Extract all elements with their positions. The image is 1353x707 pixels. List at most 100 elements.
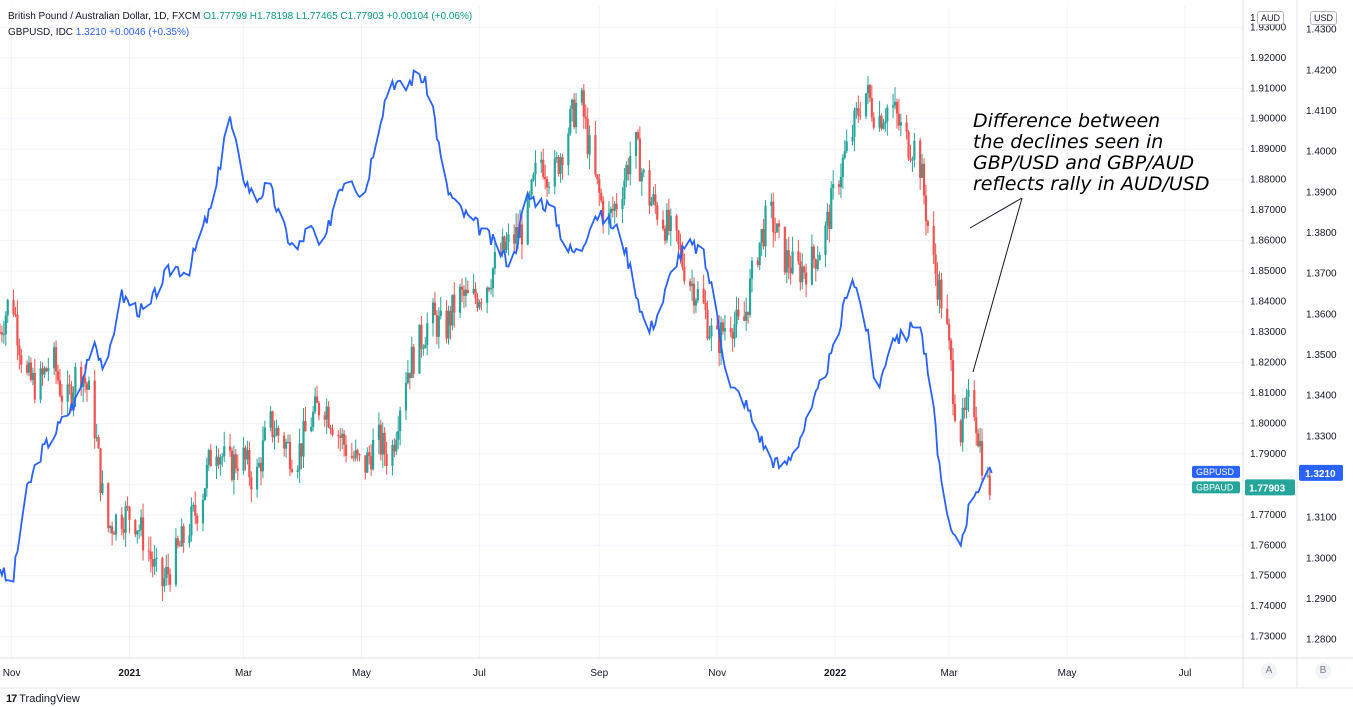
gbpaud-price-badge: [1245, 479, 1295, 496]
candle-body: [665, 209, 669, 241]
candle-body: [921, 163, 924, 178]
aud-tick-label: 1.83000: [1250, 327, 1287, 338]
candle-body: [45, 368, 48, 372]
candle-body: [288, 441, 292, 470]
chart-grid: [0, 6, 1243, 658]
aud-scale-label[interactable]: AUD: [1257, 11, 1285, 25]
candle-body: [39, 368, 42, 400]
aud-tick-label: 1.85000: [1250, 266, 1287, 277]
candle-body: [126, 506, 129, 508]
candle-body: [161, 557, 164, 587]
candle-body: [107, 483, 110, 529]
candle-body: [853, 110, 856, 137]
candle-body: [352, 457, 355, 459]
candle-body: [257, 462, 261, 467]
candle-body: [20, 355, 23, 365]
candle-body: [151, 558, 154, 567]
candle-body: [818, 255, 821, 261]
candle-body: [907, 131, 910, 159]
candle-body: [180, 526, 183, 547]
candle-body: [648, 169, 651, 206]
candle-body: [799, 261, 802, 283]
candle-body: [140, 517, 143, 531]
candle-body: [932, 225, 935, 255]
candle-body: [810, 246, 814, 285]
candle-body: [669, 215, 672, 232]
candle-body: [561, 157, 564, 166]
candle-body: [290, 469, 294, 473]
candle-body: [870, 98, 873, 118]
candle-body: [787, 250, 790, 268]
candle-body: [733, 324, 736, 339]
tradingview-brand: TradingView: [19, 693, 80, 705]
candle-body: [652, 194, 655, 202]
candle-body: [975, 417, 978, 434]
candle-body: [209, 450, 212, 467]
candle-body: [615, 203, 618, 210]
candle-body: [285, 442, 288, 449]
candle-body: [83, 377, 87, 384]
usd-tick-label: 1.4000: [1306, 147, 1337, 158]
candle-body: [339, 436, 342, 438]
candle-body: [544, 177, 547, 180]
candle-body: [797, 251, 800, 262]
candle-body: [391, 444, 394, 466]
candle-body: [221, 456, 224, 458]
candle-body: [356, 450, 359, 455]
candle-body: [897, 113, 901, 126]
candle-body: [692, 283, 696, 306]
candle-body: [967, 390, 970, 397]
candle-body: [542, 159, 545, 178]
candle-body: [677, 230, 680, 245]
candle-body: [250, 477, 253, 490]
candle-body: [584, 116, 587, 119]
candle-body: [596, 174, 599, 180]
usd-tick-label: 1.3900: [1306, 187, 1337, 198]
auto-scale-button[interactable]: A: [1261, 663, 1277, 679]
candle-body: [640, 172, 643, 182]
usd-tick-label: 1.3600: [1306, 309, 1337, 320]
candle-body: [124, 506, 127, 533]
candle-body: [136, 530, 139, 535]
candle-body: [764, 205, 767, 247]
usd-scale-label[interactable]: USD: [1310, 11, 1338, 25]
aud-tick-label: 1.82000: [1250, 357, 1287, 368]
x-tick-label: May: [352, 668, 371, 679]
aud-tick-label: 1.88000: [1250, 175, 1287, 186]
gbpaud-price-text: 1.77903: [1249, 483, 1286, 494]
aud-top-tick-label: 1: [1250, 13, 1256, 24]
candle-body: [331, 429, 334, 435]
candle-body: [370, 456, 373, 470]
aud-tick-label: 1.73000: [1250, 632, 1287, 643]
x-tick-label: Mar: [941, 668, 959, 679]
candle-body: [462, 289, 466, 296]
candle-body: [167, 567, 170, 575]
candle-body: [431, 302, 435, 324]
aud-tick-label: 1.91000: [1250, 83, 1287, 94]
usd-tick-label: 1.4200: [1306, 65, 1337, 76]
candle-body: [47, 368, 50, 372]
aud-tick-label: 1.77000: [1250, 510, 1287, 521]
candle-body: [629, 155, 632, 175]
candle-body: [845, 141, 848, 152]
gbpusd-name-tag: [1192, 465, 1240, 478]
candle-body: [505, 242, 508, 250]
annotation-arrows: [969, 197, 1023, 373]
candle-body: [922, 163, 926, 196]
scale-b-button[interactable]: B: [1315, 663, 1331, 679]
candle-body: [977, 433, 980, 447]
candle-body: [716, 325, 719, 330]
usd-tick-label: 1.4100: [1306, 106, 1337, 117]
usd-tick-label: 1.3100: [1306, 513, 1337, 524]
candle-body: [149, 551, 152, 559]
gbpusd-name-text: GBPUSD: [1196, 467, 1235, 477]
candle-body: [532, 174, 535, 181]
candle-body: [190, 506, 193, 536]
candle-body: [474, 288, 477, 299]
candle-body: [735, 309, 738, 325]
candle-body: [176, 538, 179, 546]
candle-body: [868, 84, 872, 99]
candle-body: [656, 205, 659, 220]
candle-body: [58, 380, 62, 396]
